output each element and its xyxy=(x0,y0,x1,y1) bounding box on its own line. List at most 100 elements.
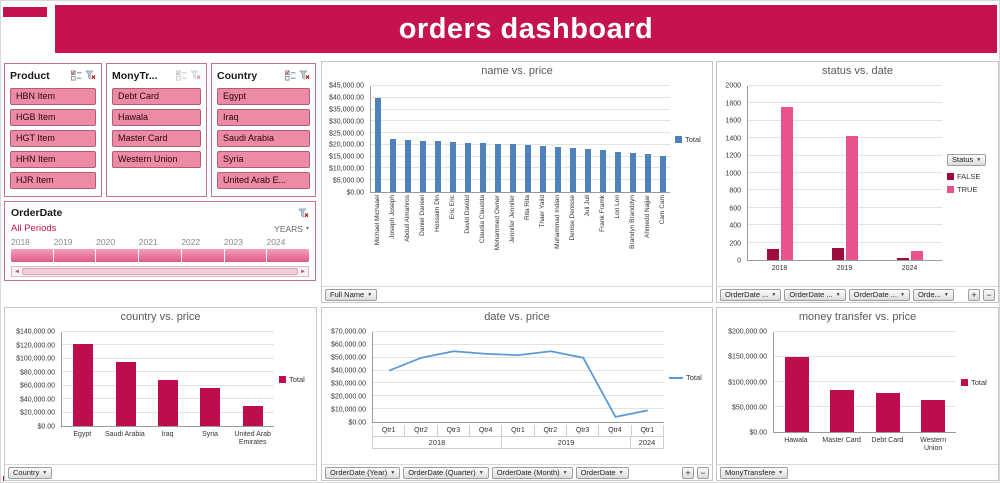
timeline-year-segment[interactable] xyxy=(224,249,268,262)
y-axis: $0.00 $5,000.00 $10,000.00 $15,000.00 $20,00… xyxy=(324,83,366,197)
slicer-item-money-transfer[interactable]: Debt Card xyxy=(112,88,201,105)
expand-button[interactable]: + xyxy=(682,466,694,479)
bar-slot xyxy=(550,86,565,192)
expand-button[interactable]: + xyxy=(968,288,980,301)
timeline-year-segment[interactable] xyxy=(181,249,225,262)
field-button[interactable]: Full Name ▼ xyxy=(325,288,378,301)
y-axis-label: $0.00 xyxy=(37,423,55,431)
x-axis-label-text: Joseph Joseph xyxy=(389,195,396,239)
legend-swatch xyxy=(961,379,968,386)
slicer-item-country[interactable]: Egypt xyxy=(217,88,310,105)
clear-filter-icon[interactable] xyxy=(298,208,309,219)
clear-filter-icon[interactable] xyxy=(299,70,310,81)
clear-filter-icon[interactable] xyxy=(85,70,96,81)
slicer-item-country[interactable]: United Arab E... xyxy=(217,172,310,189)
plot-area xyxy=(61,331,274,427)
legend-swatch xyxy=(669,376,683,379)
slicer-item-product[interactable]: HGB Item xyxy=(10,109,96,126)
slicer-item-country[interactable]: Saudi Arabia xyxy=(217,130,310,147)
field-button[interactable]: OrderDate (Year) ▼ xyxy=(325,466,401,479)
y-axis: $0.00 $10,000.00 $20,000.00 $30,000.00 $40,0… xyxy=(324,329,368,427)
x-axis-label: Ahmedd Najjar xyxy=(640,195,655,285)
y-axis-label: $200,000.00 xyxy=(728,328,767,336)
field-button[interactable]: OrderDate (Month) ▼ xyxy=(491,466,573,479)
legend-entry: Total xyxy=(669,373,702,382)
field-button[interactable]: OrderDate ... ▼ xyxy=(848,288,910,301)
legend-entry: Total xyxy=(961,378,987,387)
slicer-item-money-transfer[interactable]: Master Card xyxy=(112,130,201,147)
y-axis-label: 1600 xyxy=(725,117,741,125)
slicer-item-product[interactable]: HJR Item xyxy=(10,172,96,189)
timeline-year-label: 2022 xyxy=(181,237,201,247)
slicer-item-country[interactable]: Syria xyxy=(217,151,310,168)
slicer-product-items: HBN Item HGB Item HGT Item HHN Item HJR Item xyxy=(10,88,96,189)
gridline xyxy=(748,85,942,86)
bar xyxy=(525,144,531,192)
x-axis-quarter: Qtr3 xyxy=(437,425,470,437)
chart-field-buttons: Full Name ▼ xyxy=(322,286,712,302)
x-axis-label-text: Hossaim Din xyxy=(434,195,441,232)
field-button[interactable]: OrderDate (Quarter) ▼ xyxy=(403,466,489,479)
legend: Total xyxy=(672,86,710,193)
bar-slot xyxy=(521,86,536,192)
slicer-country: Country Egypt Iraq Saudi Arabia Syria United… xyxy=(211,63,316,197)
timeline-year-segment[interactable] xyxy=(267,249,310,262)
gridline xyxy=(373,343,664,345)
multi-select-icon[interactable] xyxy=(71,70,82,81)
bar-slot xyxy=(911,332,957,432)
field-button[interactable]: OrderDate ... ▼ xyxy=(784,288,846,301)
bar-slot xyxy=(491,86,506,192)
bar xyxy=(644,154,651,192)
field-button[interactable]: OrderDate ▼ xyxy=(575,466,629,479)
x-axis-label-text: Denise Denisse xyxy=(569,195,576,241)
x-axis-quarter: Qtr1 xyxy=(373,425,406,437)
chart-canvas: $0.00 $5,000.00 $10,000.00 $15,000.00 $20,00… xyxy=(324,80,710,285)
slicer-item-money-transfer[interactable]: Hawala xyxy=(112,109,201,126)
timeline-year-segment[interactable] xyxy=(96,249,140,262)
timeline-year-segment[interactable] xyxy=(53,249,97,262)
gridline xyxy=(62,371,274,373)
bar-true xyxy=(846,135,858,260)
x-axis-quarter: Qtr1 xyxy=(502,425,535,437)
slicer-item-product[interactable]: HGT Item xyxy=(10,130,96,147)
field-button[interactable]: OrderDate ... ▼ xyxy=(720,288,782,301)
scrollbar-thumb[interactable] xyxy=(22,268,298,275)
x-axis: Hawala Master Card Debt Card Western Union xyxy=(773,435,956,463)
field-button[interactable]: Orde... ▼ xyxy=(912,288,954,301)
y-axis-label: $40,000.00 xyxy=(328,94,364,102)
timeline-year-segment[interactable] xyxy=(11,249,54,262)
x-axis-label: United Arab Emirates xyxy=(234,431,271,447)
x-axis-quarter: Qtr4 xyxy=(599,425,632,437)
multi-select-icon[interactable] xyxy=(285,70,296,81)
collapse-button[interactable]: − xyxy=(983,288,995,301)
bar xyxy=(115,362,136,426)
timeline-year-label: 2023 xyxy=(223,237,243,247)
collapse-button[interactable]: − xyxy=(697,466,709,479)
y-axis-label: $10,000.00 xyxy=(328,165,364,173)
chart-field-buttons: OrderDate (Year) ▼ OrderDate (Quarter) ▼ Ord… xyxy=(322,464,712,480)
x-axis-label-text: Abdull Almahros xyxy=(404,195,411,242)
slicer-item-product[interactable]: HHN Item xyxy=(10,151,96,168)
field-button[interactable]: MonyTransfere ▼ xyxy=(720,466,789,479)
slicer-item-money-transfer[interactable]: Western Union xyxy=(112,151,201,168)
slicer-item-product[interactable]: HBN Item xyxy=(10,88,96,105)
scroll-left-arrow[interactable]: ◄ xyxy=(14,268,20,275)
clear-filter-icon[interactable] xyxy=(190,70,201,81)
legend-entry: Total xyxy=(675,135,701,144)
timeline-orderdate: OrderDate All Periods YEARS ▾ 2018 2019 20… xyxy=(4,201,316,281)
x-axis-label: Joseph Joseph xyxy=(385,195,400,285)
x-axis-label: Syria xyxy=(202,431,219,438)
timeline-selection-bar xyxy=(11,249,310,262)
chart-canvas: $0.00 $10,000.00 $20,000.00 $30,000.00 $40,0… xyxy=(324,326,710,463)
multi-select-icon[interactable] xyxy=(176,70,187,81)
timeline-year-labels: 2018 2019 2020 2021 2022 2023 2024 xyxy=(11,237,309,248)
slicer-item-country[interactable]: Iraq xyxy=(217,109,310,126)
bar-series xyxy=(748,86,942,260)
gridline xyxy=(748,189,942,191)
scroll-right-arrow[interactable]: ► xyxy=(300,268,306,275)
bar-slot xyxy=(820,332,866,432)
field-button[interactable]: Country ▼ xyxy=(8,466,53,479)
timeline-granularity-dropdown[interactable]: YEARS ▾ xyxy=(274,224,309,234)
status-field-button[interactable]: Status ▼ xyxy=(947,153,987,166)
timeline-year-segment[interactable] xyxy=(139,249,182,262)
